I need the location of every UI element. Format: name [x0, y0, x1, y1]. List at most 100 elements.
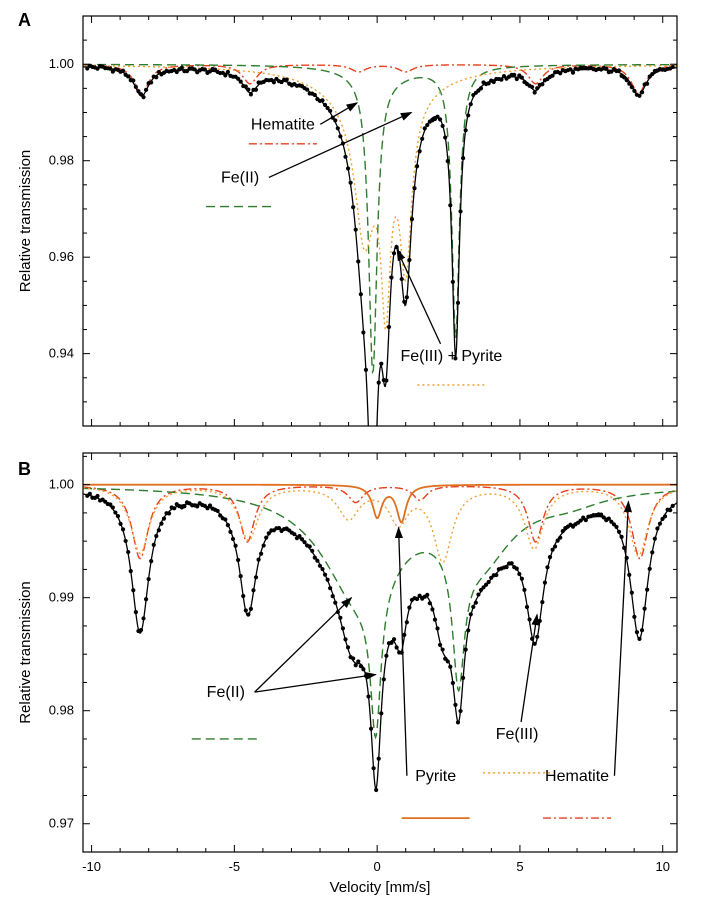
- y-tick-label: 0.98: [49, 153, 74, 168]
- data-point: [491, 79, 496, 85]
- x-tick-label: 10: [655, 859, 669, 874]
- data-point: [131, 78, 136, 83]
- data-point: [302, 540, 307, 545]
- data-point: [141, 95, 146, 100]
- annotation-label: Fe(III) + Pyrite: [400, 348, 502, 365]
- data-point: [128, 569, 133, 574]
- x-tick-label: 0: [374, 859, 381, 874]
- y-axis-title: Relative transmission: [17, 150, 34, 293]
- data-point: [131, 588, 136, 593]
- data-point: [394, 645, 399, 650]
- data-point: [386, 324, 392, 330]
- data-point: [555, 538, 560, 543]
- data-point: [228, 529, 233, 534]
- annotation-label: Fe(III): [496, 726, 539, 743]
- data-point: [448, 203, 453, 208]
- data-point: [143, 597, 149, 602]
- data-point: [379, 361, 384, 366]
- data-point: [668, 508, 673, 513]
- data-point: [182, 504, 187, 509]
- data-point: [120, 527, 126, 532]
- data-point: [622, 545, 627, 551]
- data-point: [305, 87, 310, 92]
- data-point: [376, 380, 381, 385]
- data-point: [527, 617, 532, 622]
- data-point: [126, 549, 131, 555]
- data-point: [553, 544, 558, 549]
- data-point: [399, 276, 404, 282]
- data-point: [179, 65, 184, 70]
- data-point: [519, 75, 524, 80]
- data-point: [246, 87, 251, 92]
- component-pyrite-curve: [83, 483, 677, 524]
- data-point: [113, 510, 118, 515]
- data-point: [558, 71, 563, 76]
- y-tick-label: 0.98: [49, 703, 74, 718]
- data-point: [632, 88, 637, 93]
- data-point: [486, 81, 491, 86]
- annotation-arrow: [613, 500, 633, 776]
- data-point: [550, 547, 555, 552]
- plot-frame-b: [82, 452, 678, 853]
- data-point: [404, 620, 409, 625]
- data-point: [632, 614, 637, 619]
- data-point: [542, 580, 547, 585]
- annotation-label: Hematite: [545, 768, 609, 785]
- data-point: [328, 586, 333, 591]
- data-point: [437, 117, 443, 122]
- data-point: [156, 528, 161, 533]
- data-point: [639, 628, 645, 633]
- data-point: [366, 694, 371, 699]
- plot-frame-a: [82, 15, 678, 427]
- data-point: [236, 557, 241, 563]
- data-point: [430, 607, 435, 612]
- data-point: [558, 535, 563, 540]
- data-point: [425, 592, 430, 598]
- data-point: [440, 647, 445, 652]
- data-point: [266, 531, 271, 536]
- data-point: [141, 616, 146, 621]
- data-point: [118, 521, 123, 526]
- data-point: [443, 135, 448, 140]
- data-point: [238, 574, 243, 579]
- data-point: [501, 73, 507, 79]
- data-point: [414, 164, 420, 169]
- data-point: [637, 636, 642, 642]
- data-point: [345, 645, 351, 650]
- data-point: [149, 80, 154, 85]
- data-point: [358, 292, 363, 297]
- data-point: [361, 667, 366, 672]
- data-point: [284, 77, 289, 82]
- data-point: [606, 516, 611, 521]
- data-point: [455, 300, 461, 305]
- annotation-label: Pyrite: [415, 768, 456, 785]
- data-point: [230, 536, 236, 542]
- data-point: [371, 766, 376, 771]
- annotation-hematite: Hematite: [543, 500, 633, 819]
- measured-points-a: [85, 63, 675, 385]
- data-point: [514, 76, 519, 82]
- data-point: [466, 113, 471, 118]
- data-point: [458, 708, 463, 714]
- data-point: [560, 529, 565, 534]
- data-point: [458, 209, 463, 214]
- annotation-arrow: [396, 248, 442, 345]
- data-point: [238, 79, 243, 84]
- data-point: [614, 524, 619, 529]
- data-point: [195, 504, 200, 509]
- data-point: [437, 642, 443, 648]
- data-point: [340, 626, 346, 631]
- data-point: [463, 128, 468, 133]
- data-point: [616, 529, 622, 534]
- panel-b: 1.00 0.99 0.98 0.97 -10 -5 0 5 10 Velocity [mm/s]…: [17, 452, 678, 896]
- annotation-label: Fe(II): [207, 684, 245, 701]
- data-point: [622, 75, 627, 80]
- x-tick-label: 5: [516, 859, 523, 874]
- data-point: [478, 86, 484, 91]
- data-point: [361, 330, 366, 335]
- data-point: [481, 585, 486, 590]
- data-point: [95, 66, 100, 71]
- component-fe-ii-curve: [83, 63, 677, 375]
- data-point: [248, 606, 253, 611]
- data-point: [391, 251, 397, 256]
